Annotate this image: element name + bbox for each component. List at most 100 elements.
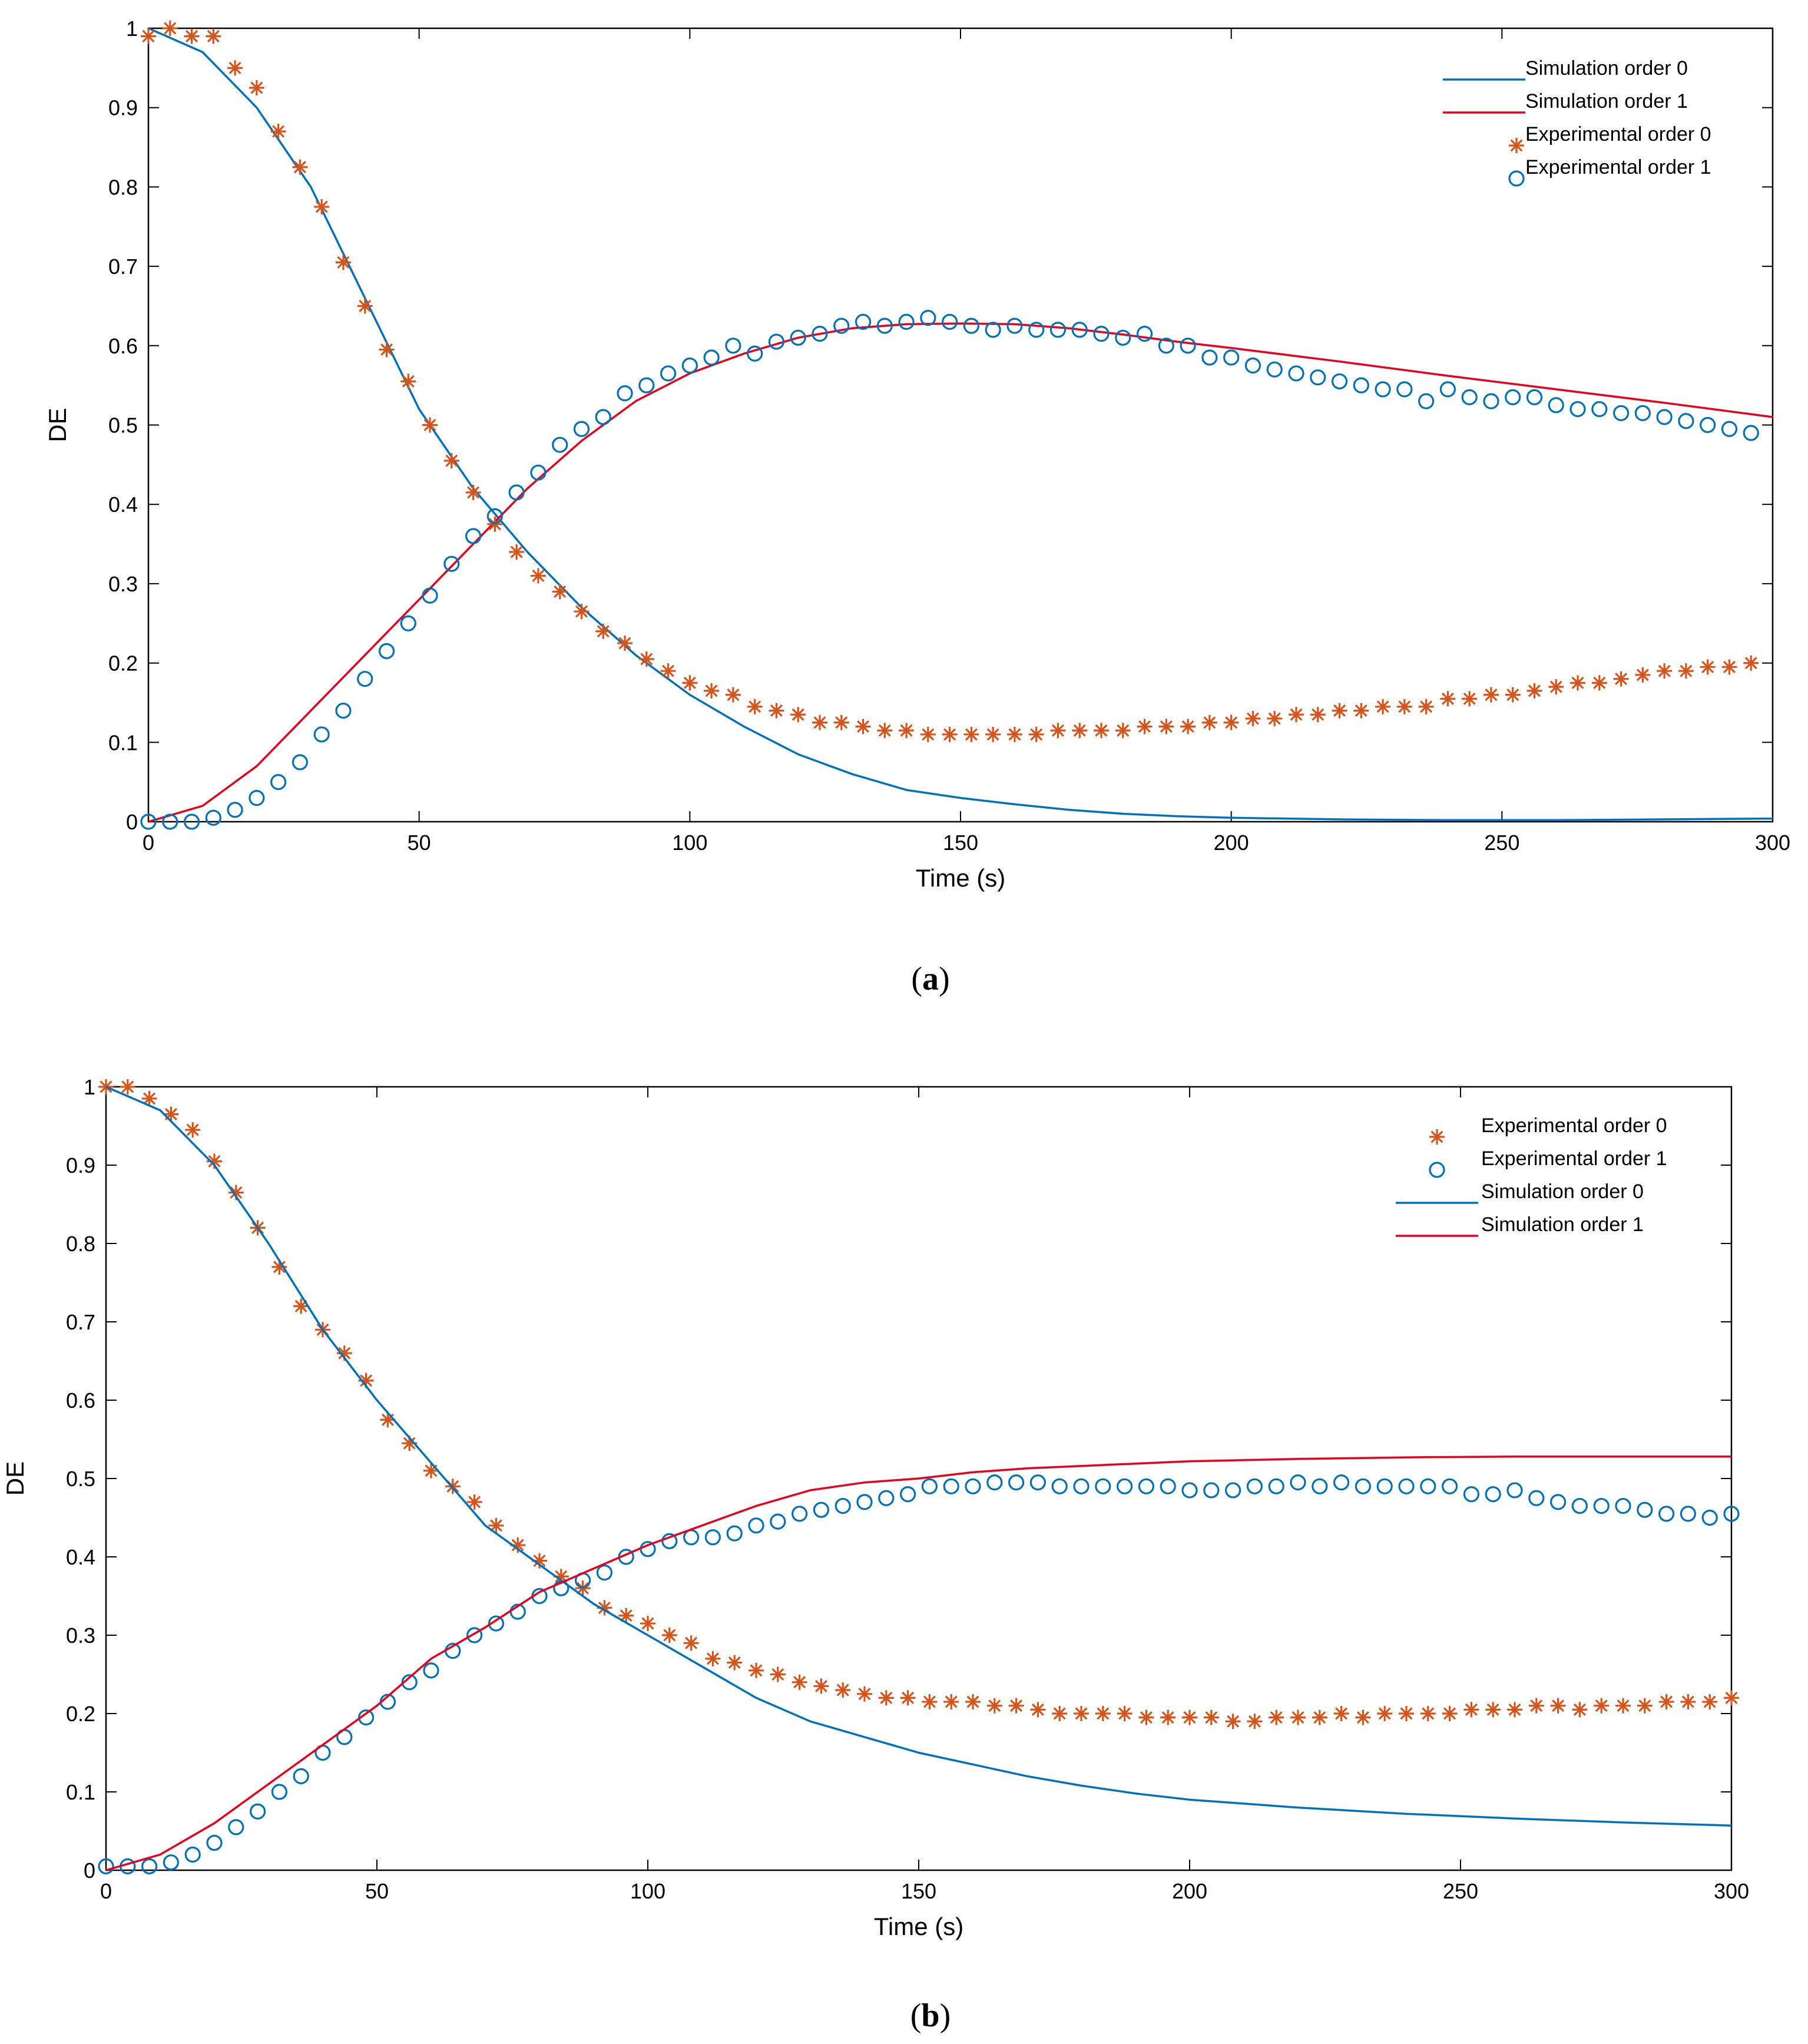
point-experimental-order-1: [878, 1490, 895, 1506]
point-experimental-order-0: [1182, 1709, 1197, 1725]
point-experimental-order-1: [140, 813, 157, 830]
point-experimental-order-1: [1266, 361, 1283, 378]
point-experimental-order-1: [942, 313, 958, 330]
x-tick-label: 200: [1214, 831, 1249, 855]
asterisk-stroke: [1073, 724, 1086, 737]
series-simulation-order-1: [148, 322, 1773, 823]
point-experimental-order-0: [1399, 1706, 1414, 1721]
point-experimental-order-1: [1029, 1474, 1047, 1491]
asterisk-stroke: [250, 81, 263, 94]
point-experimental-order-0: [574, 604, 590, 620]
point-experimental-order-1: [703, 349, 720, 366]
point-experimental-order-0: [1570, 675, 1586, 691]
point-experimental-order-0: [683, 1635, 699, 1651]
point-experimental-order-0: [1594, 1698, 1610, 1714]
asterisk-stroke: [1270, 1711, 1283, 1724]
asterisk-stroke: [1140, 1711, 1153, 1724]
legend-swatch: [1429, 1162, 1445, 1178]
asterisk-stroke: [510, 545, 523, 558]
asterisk-stroke: [121, 1080, 134, 1093]
point-experimental-order-0: [899, 723, 915, 739]
point-experimental-order-0: [293, 1298, 309, 1314]
point-experimental-order-0: [855, 719, 871, 735]
point-experimental-order-0: [530, 568, 546, 584]
point-experimental-order-1: [985, 322, 1001, 338]
point-experimental-order-1: [1550, 1494, 1567, 1510]
point-experimental-order-1: [249, 789, 265, 806]
asterisk-stroke: [142, 29, 155, 42]
asterisk-stroke: [1161, 1711, 1174, 1724]
asterisk-stroke: [1356, 1711, 1369, 1724]
asterisk-stroke: [468, 1496, 481, 1509]
asterisk-stroke: [662, 664, 675, 677]
point-experimental-order-1: [162, 813, 178, 830]
asterisk-stroke: [986, 728, 999, 741]
point-experimental-order-0: [963, 726, 979, 742]
point-experimental-order-0: [141, 28, 156, 44]
asterisk-stroke: [360, 1374, 373, 1387]
legend-swatch: [1509, 138, 1524, 153]
point-experimental-order-1: [1615, 1497, 1631, 1514]
asterisk-stroke: [1617, 1699, 1630, 1712]
y-tick-label: 0: [84, 1858, 95, 1883]
x-tick-label: 50: [365, 1879, 389, 1903]
x-tick-label: 250: [1443, 1879, 1478, 1903]
point-experimental-order-0: [660, 663, 676, 679]
asterisk-stroke: [1508, 1703, 1521, 1716]
point-experimental-order-1: [271, 1784, 287, 1800]
point-experimental-order-1: [1723, 1506, 1740, 1522]
y-tick-label: 0.2: [108, 651, 138, 676]
point-experimental-order-1: [488, 1615, 505, 1632]
series-experimental-order-0: [98, 1079, 1739, 1729]
asterisk-stroke: [728, 1656, 741, 1669]
asterisk-stroke: [403, 1437, 416, 1450]
point-experimental-order-0: [1117, 1706, 1133, 1721]
point-experimental-order-0: [1074, 1706, 1089, 1721]
asterisk-stroke: [1181, 720, 1194, 733]
asterisk-stroke: [1595, 1699, 1608, 1712]
asterisk-stroke: [1312, 708, 1324, 721]
legend-item-experimental-order-0: Experimental order 0: [1509, 123, 1711, 153]
asterisk-stroke: [1398, 700, 1411, 713]
asterisk-stroke: [143, 1092, 156, 1105]
asterisk-stroke: [273, 1261, 286, 1274]
y-tick-label: 0: [126, 810, 138, 834]
x-tick-label: 250: [1484, 831, 1519, 855]
point-experimental-order-0: [1225, 1714, 1241, 1729]
point-experimental-order-1: [1569, 401, 1586, 418]
point-experimental-order-1: [378, 643, 395, 659]
point-experimental-order-0: [770, 1666, 786, 1682]
point-experimental-order-0: [1180, 719, 1196, 735]
point-experimental-order-0: [922, 1694, 938, 1710]
asterisk-stroke: [858, 1688, 871, 1701]
asterisk-stroke: [750, 1664, 763, 1677]
point-experimental-order-1: [876, 317, 893, 334]
point-experimental-order-0: [638, 651, 654, 667]
point-experimental-order-0: [1353, 703, 1369, 719]
asterisk-stroke: [965, 728, 978, 741]
point-experimental-order-0: [488, 1517, 504, 1533]
point-experimental-order-1: [1461, 389, 1478, 405]
point-experimental-order-1: [1548, 397, 1564, 414]
point-experimental-order-0: [1160, 1709, 1176, 1725]
point-experimental-order-1: [1160, 1478, 1176, 1494]
point-experimental-order-0: [618, 1608, 634, 1623]
asterisk-stroke: [1400, 1707, 1413, 1720]
x-tick-label: 300: [1714, 1879, 1749, 1903]
asterisk-stroke: [814, 1679, 827, 1692]
point-experimental-order-1: [183, 813, 200, 830]
point-experimental-order-1: [466, 1627, 483, 1643]
point-experimental-order-0: [1678, 663, 1694, 679]
asterisk-stroke: [683, 676, 696, 689]
point-experimental-order-0: [1377, 1706, 1393, 1721]
point-experimental-order-1: [1008, 1474, 1025, 1491]
point-experimental-order-0: [682, 675, 698, 691]
point-experimental-order-1: [552, 436, 568, 453]
chart-a: 0 50 100 150 200 250 300 0 0.1 0.2 0.3 0.4 0.5 0.6 0.7…: [44, 16, 1790, 892]
point-experimental-order-1: [1201, 349, 1218, 366]
point-experimental-order-0: [509, 544, 525, 560]
asterisk-stroke: [532, 569, 545, 582]
asterisk-stroke: [598, 1601, 611, 1614]
point-experimental-order-1: [1073, 1478, 1090, 1494]
asterisk-stroke: [1420, 700, 1433, 713]
